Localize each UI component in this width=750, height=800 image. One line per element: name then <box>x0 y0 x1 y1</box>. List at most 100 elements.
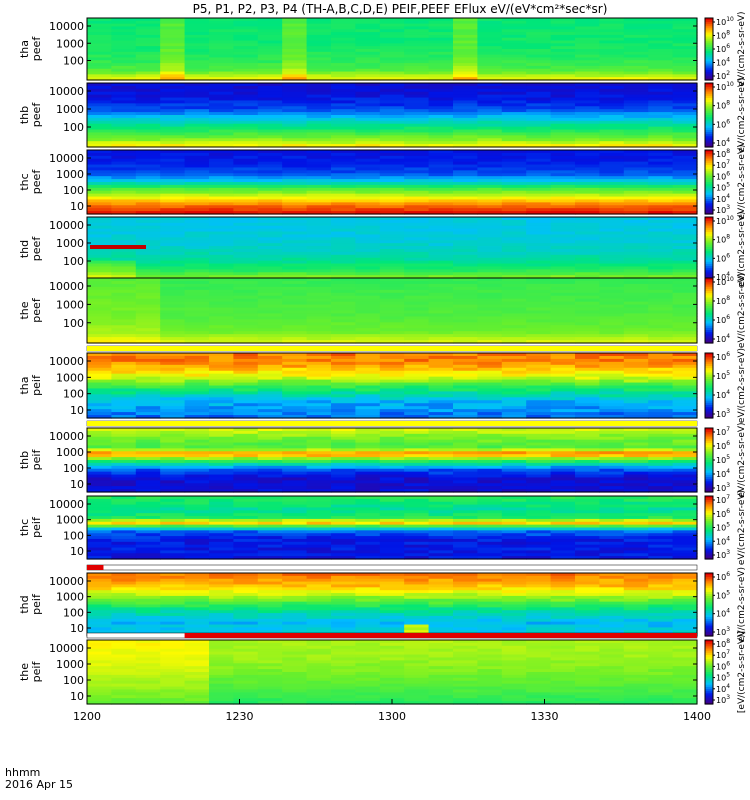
spectrogram-cell <box>404 556 430 560</box>
spectrogram-cell <box>672 117 698 122</box>
spectrogram-cell <box>257 513 283 517</box>
spectrogram-cell <box>575 536 600 540</box>
colorbar-step <box>705 355 713 358</box>
spectrogram-cell <box>404 37 430 42</box>
spectrogram-cell <box>331 196 356 201</box>
spectrogram-cell <box>233 243 259 247</box>
spectrogram-cell <box>672 46 698 50</box>
spectrogram-cell <box>87 518 112 523</box>
spectrogram-cell <box>209 34 234 39</box>
spectrogram-cell <box>233 63 259 67</box>
spectrogram-cell <box>477 74 503 78</box>
spectrogram-cell <box>453 480 478 484</box>
spectrogram-cell <box>672 289 698 294</box>
spectrogram-cell <box>233 355 259 360</box>
spectrogram-cell <box>379 141 405 145</box>
spectrogram-cell <box>550 310 576 315</box>
spectrogram-cell <box>355 46 381 50</box>
spectrogram-cell <box>184 627 210 631</box>
spectrogram-cell <box>306 298 332 303</box>
spectrogram-cell <box>87 240 112 244</box>
spectrogram-cell <box>87 584 112 588</box>
spectrogram-cell <box>599 234 625 238</box>
spectrogram-cell <box>575 88 600 93</box>
spectrogram-cell <box>233 123 259 128</box>
spectrogram-cell <box>623 313 649 317</box>
spectrogram-cell <box>428 135 454 139</box>
spectrogram-cell <box>257 231 283 236</box>
spectrogram-cell <box>550 120 576 125</box>
spectrogram-cell <box>623 211 649 215</box>
spectrogram-cell <box>550 164 576 169</box>
spectrogram-cell <box>404 489 430 493</box>
spectrogram-cell <box>111 358 137 363</box>
spectrogram-cell <box>209 516 234 520</box>
spectrogram-cell <box>257 621 283 626</box>
spectrogram-cell <box>306 489 332 493</box>
spectrogram-cell <box>160 83 186 87</box>
spectrogram-cell <box>501 489 527 493</box>
spectrogram-cell <box>379 155 405 160</box>
spectrogram-cell <box>355 433 381 438</box>
spectrogram-cell <box>306 286 332 291</box>
spectrogram-cell <box>160 587 186 591</box>
spectrogram-cell <box>404 182 430 186</box>
spectrogram-cell <box>233 547 259 552</box>
spectrogram-cell <box>331 504 356 509</box>
spectrogram-cell <box>404 141 430 145</box>
spectrogram-cell <box>623 109 649 113</box>
spectrogram-cell <box>331 397 356 401</box>
spectrogram-cell <box>379 379 405 384</box>
spectrogram-cell <box>648 462 674 467</box>
spectrogram-cell <box>111 471 137 476</box>
spectrogram-cell <box>355 120 381 125</box>
spectrogram-cell <box>282 46 308 50</box>
spectrogram-cell <box>526 77 552 81</box>
spectrogram-cell <box>550 518 576 523</box>
spectrogram-cell <box>111 527 137 531</box>
spectrogram-cell <box>257 355 283 360</box>
spectrogram-cell <box>355 501 381 506</box>
spectrogram-cell <box>160 109 186 113</box>
spectrogram-cell <box>135 480 161 484</box>
spectrogram-cell <box>477 263 503 268</box>
spectrogram-cell <box>575 40 600 44</box>
spectrogram-cell <box>648 304 674 309</box>
spectrogram-cell <box>404 51 430 56</box>
spectrogram-cell <box>453 550 478 554</box>
spectrogram-cell <box>526 106 552 110</box>
spectrogram-cell <box>184 510 210 514</box>
spectrogram-cell <box>331 501 356 506</box>
colorbar-step <box>705 87 713 90</box>
spectrogram-cell <box>648 193 674 198</box>
spectrogram-cell <box>209 260 234 265</box>
spectrogram-cell <box>404 60 430 64</box>
spectrogram-cell <box>184 182 210 186</box>
spectrogram-cell <box>282 18 308 22</box>
spectrogram-cell <box>87 471 112 476</box>
spectrogram-cell <box>257 409 283 413</box>
spectrogram-cell <box>599 46 625 50</box>
spectrogram-cell <box>379 553 405 557</box>
spectrogram-cell <box>135 409 161 413</box>
spectrogram-cell <box>550 513 576 517</box>
spectrogram-cell <box>233 40 259 44</box>
spectrogram-cell <box>623 141 649 145</box>
spectrogram-cell <box>331 29 356 33</box>
spectrogram-cell <box>233 190 259 195</box>
spectrogram-cell <box>550 63 576 67</box>
colorbar-step <box>705 556 713 560</box>
spectrogram-cell <box>209 340 234 344</box>
spectrogram-cell <box>379 556 405 560</box>
spectrogram-cell <box>355 547 381 552</box>
spectrogram-cell <box>428 51 454 56</box>
spectrogram-cell <box>184 382 210 387</box>
spectrogram-cell <box>233 593 259 597</box>
spectrogram-cell <box>209 544 234 549</box>
spectrogram-cell <box>648 471 674 476</box>
spectrogram-cell <box>257 182 283 186</box>
spectrogram-cell <box>672 301 698 306</box>
spectrogram-cell <box>575 298 600 303</box>
spectrogram-cell <box>87 307 112 312</box>
spectrogram-cell <box>135 445 161 449</box>
